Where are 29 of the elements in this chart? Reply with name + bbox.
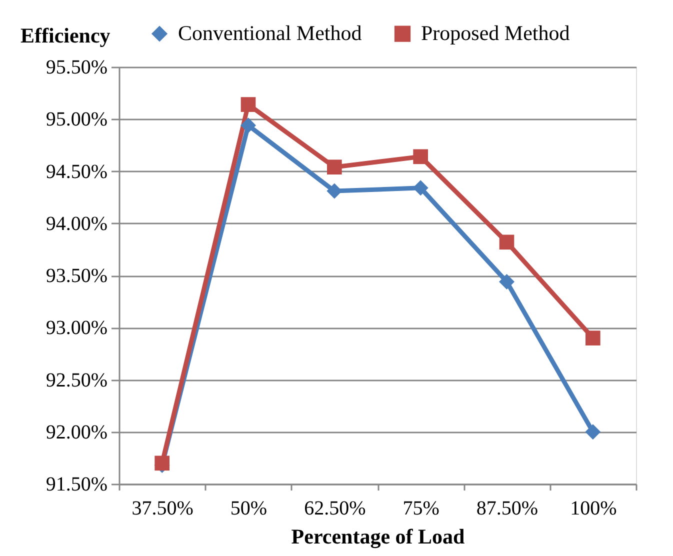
point bbox=[586, 330, 600, 346]
point bbox=[585, 424, 601, 440]
point bbox=[326, 183, 342, 199]
x-tick-label: 62.50% bbox=[304, 498, 366, 520]
point bbox=[499, 234, 514, 250]
y-tick-label: 91.50% bbox=[46, 474, 108, 496]
x-axis-title: Percentage of Load bbox=[291, 524, 466, 548]
legend-label: Conventional Method bbox=[178, 20, 362, 45]
point bbox=[240, 118, 256, 134]
point bbox=[412, 180, 428, 196]
x-tick-label: 87.50% bbox=[476, 498, 538, 520]
y-tick-label: 95.00% bbox=[46, 108, 108, 131]
y-tick-label: 93.50% bbox=[46, 265, 108, 287]
y-tick-label: 93.00% bbox=[46, 317, 108, 340]
point bbox=[413, 149, 428, 164]
y-axis-title: Efficiency bbox=[20, 24, 111, 48]
y-tick-label: 92.50% bbox=[46, 369, 108, 392]
legend-label: Proposed Method bbox=[421, 20, 570, 45]
y-tick-label: 95.50% bbox=[46, 56, 108, 78]
y-tick-label: 92.00% bbox=[46, 421, 108, 444]
y-tick-label: 94.50% bbox=[46, 160, 108, 183]
point bbox=[240, 97, 256, 112]
y-tick-label: 94.00% bbox=[46, 212, 108, 235]
x-tick-label: 100% bbox=[570, 498, 617, 520]
x-tick-label: 37.50% bbox=[132, 498, 194, 520]
x-tick-label: 50% bbox=[230, 498, 268, 520]
point bbox=[327, 160, 342, 174]
point bbox=[499, 274, 514, 290]
x-tick-label: 75% bbox=[402, 498, 440, 520]
